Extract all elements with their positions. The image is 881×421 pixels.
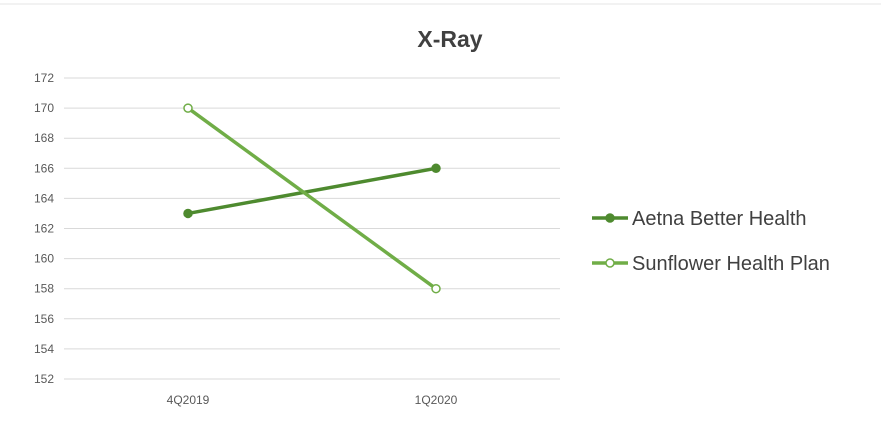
series-line-1 [186, 106, 438, 291]
legend-swatch-marker [605, 258, 615, 268]
data-point [183, 208, 193, 219]
x-axis-ticks: 4Q2019 1Q2020 [167, 393, 458, 407]
y-tick-label: 164 [34, 191, 54, 205]
y-tick-label: 172 [34, 71, 54, 85]
legend-label: Aetna Better Health [632, 208, 807, 230]
data-point [183, 103, 193, 113]
legend-label: Sunflower Health Plan [632, 253, 830, 275]
y-tick-label: 162 [34, 222, 54, 236]
y-tick-label: 166 [34, 161, 54, 175]
y-tick-label: 160 [34, 252, 54, 266]
data-point [431, 283, 441, 294]
data-point [431, 163, 441, 174]
y-tick-label: 152 [34, 372, 54, 386]
y-tick-label: 170 [34, 101, 54, 115]
y-tick-label: 158 [34, 282, 54, 296]
legend: Aetna Better Health Sunflower Health Plan [592, 208, 830, 275]
x-tick-label: 4Q2019 [167, 393, 210, 407]
y-tick-label: 156 [34, 312, 54, 326]
series-line-0 [186, 166, 438, 216]
legend-swatch-marker [605, 213, 615, 223]
x-tick-label: 1Q2020 [415, 393, 458, 407]
series-lines [183, 103, 441, 294]
y-axis-ticks: 152 154 156 158 160 162 164 166 168 170 172 [34, 71, 54, 386]
chart-title: X-Ray [417, 26, 482, 52]
y-tick-label: 154 [34, 342, 54, 356]
y-tick-label: 168 [34, 131, 54, 145]
gridlines [64, 77, 560, 380]
